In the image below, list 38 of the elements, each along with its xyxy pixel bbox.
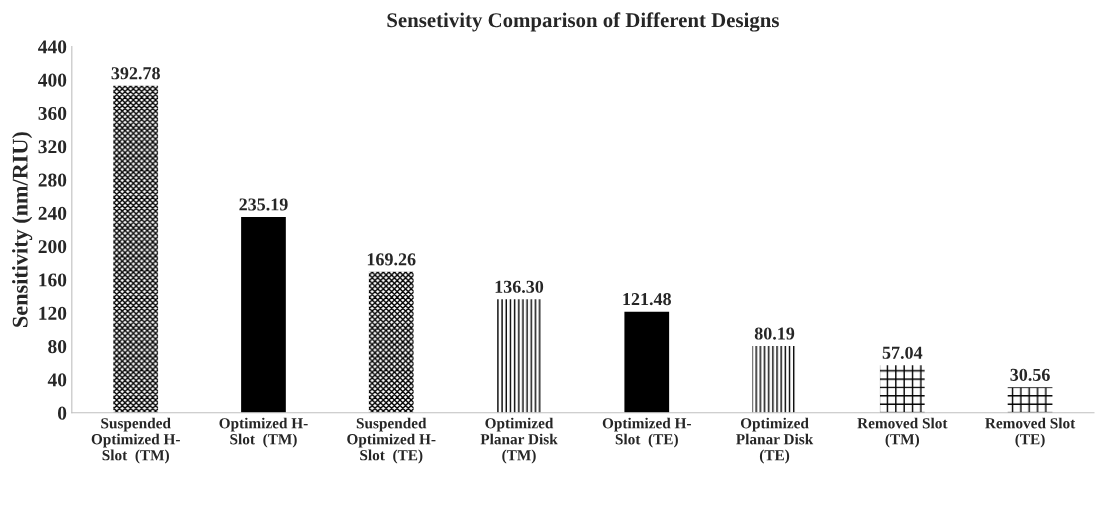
bar — [113, 85, 159, 413]
data-label: 30.56 — [1010, 368, 1050, 381]
y-axis-title: Sensitivity (nm/RIU) — [12, 132, 33, 327]
data-label: 136.30 — [495, 280, 544, 293]
bar — [241, 216, 286, 413]
y-tick-label: 400 — [38, 73, 67, 87]
y-tick-label: 320 — [38, 140, 67, 154]
x-tick-label: Removed Slot (TM) — [857, 417, 948, 448]
data-label: 169.26 — [367, 253, 416, 266]
y-tick-label: 360 — [38, 106, 67, 120]
y-tick-label: 120 — [39, 306, 67, 320]
data-label: 57.04 — [882, 346, 923, 359]
bar — [624, 311, 670, 413]
y-tick-label: 240 — [38, 206, 67, 220]
x-tick-label: Suspended Optimized H- Slot (TE) — [347, 417, 436, 464]
chart-title: Sensetivity Comparison of Different Designs — [387, 12, 779, 32]
bar — [496, 299, 542, 413]
data-label: 235.19 — [239, 198, 288, 211]
y-tick-label: 0 — [57, 406, 67, 420]
x-tick-label: Suspended Optimized H- Slot (TM) — [91, 417, 180, 464]
y-tick-label: 440 — [38, 40, 67, 54]
y-tick-label: 80 — [48, 340, 67, 354]
bar — [368, 271, 414, 413]
y-tick-label: 160 — [39, 273, 67, 287]
data-label: 392.78 — [111, 67, 160, 80]
data-label: 80.19 — [754, 327, 795, 340]
bar — [879, 365, 925, 413]
x-tick-label: Optimized H- Slot (TM) — [219, 417, 308, 448]
bar — [1007, 387, 1053, 413]
x-tick-label: Optimized Planar Disk (TE) — [736, 417, 814, 464]
x-tick-label: Optimized Planar Disk (TM) — [480, 417, 558, 464]
y-tick-label: 280 — [38, 173, 67, 187]
x-tick-label: Optimized H- Slot (TE) — [602, 417, 691, 448]
y-tick-label: 200 — [38, 240, 67, 254]
x-tick-label: Removed Slot (TE) — [985, 417, 1076, 448]
bar — [752, 346, 797, 413]
data-label: 121.48 — [623, 293, 671, 306]
y-tick-label: 40 — [47, 373, 67, 387]
